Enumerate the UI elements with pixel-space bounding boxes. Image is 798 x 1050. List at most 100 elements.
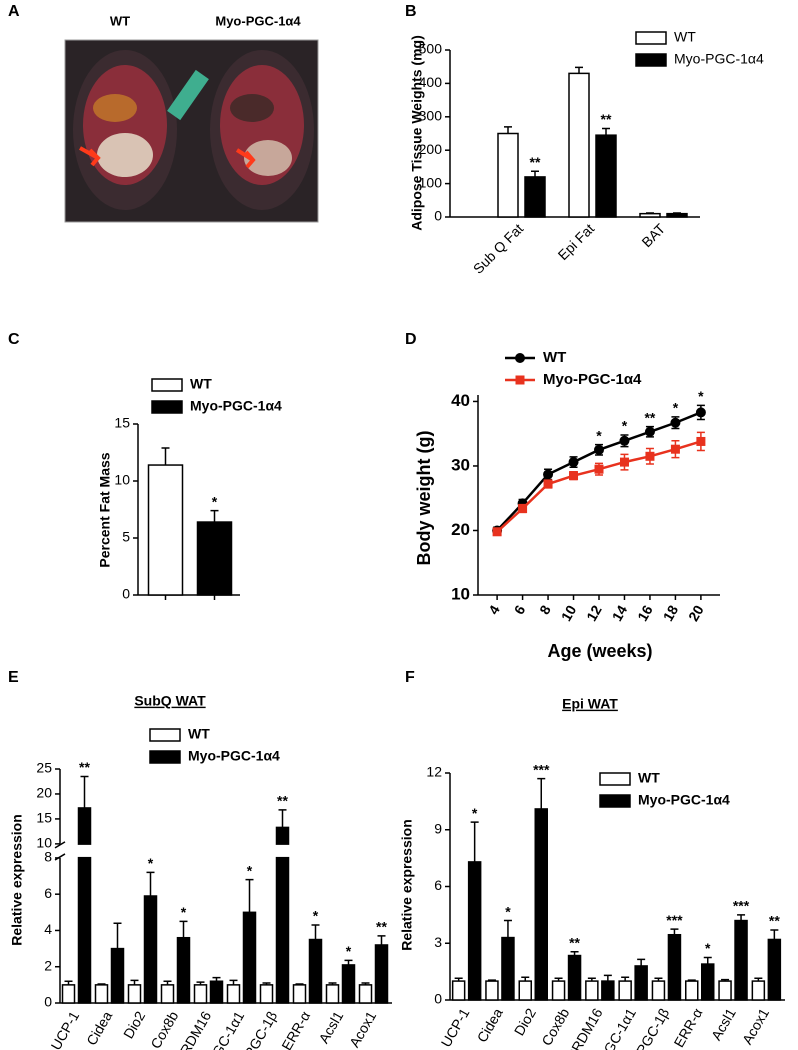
significance: * [673, 400, 679, 416]
axis-break [52, 844, 394, 857]
x-tick-label: 20 [685, 602, 707, 624]
legend-swatch [599, 772, 631, 786]
legend-label: WT [190, 376, 212, 392]
photo-label: Myo-PGC-1α4 [215, 13, 301, 28]
x-tick-label: BAT [638, 220, 668, 250]
x-tick-label: Dio2 [511, 1005, 539, 1038]
point [695, 407, 706, 418]
error-bar [670, 928, 679, 935]
point [543, 479, 553, 489]
arrow [235, 148, 256, 169]
panel-letter: F [405, 669, 415, 686]
bar [567, 954, 582, 1001]
error-bar [179, 920, 188, 938]
bar [501, 936, 515, 1001]
significance: * [596, 427, 602, 443]
significance: *** [733, 898, 750, 914]
legend-marker [515, 353, 525, 363]
bar [209, 980, 224, 1004]
bar [325, 984, 340, 1004]
legend-swatch [149, 750, 181, 764]
y-tick-label: 15 [114, 415, 130, 431]
legend-label: Myo-PGC-1α4 [638, 792, 730, 808]
error-bar [575, 66, 583, 74]
error-bar [602, 127, 610, 136]
significance: * [505, 903, 511, 919]
bar [585, 980, 599, 1001]
error-bar [278, 809, 287, 828]
significance: * [148, 855, 154, 871]
significance: * [212, 493, 218, 509]
legend-swatch [151, 378, 183, 392]
significance: ** [376, 919, 387, 935]
point [670, 417, 681, 428]
point [568, 457, 579, 468]
bar [618, 980, 632, 1001]
y-tick-label: 20 [451, 520, 470, 539]
significance: ** [601, 111, 612, 127]
chart-title: SubQ WAT [134, 693, 206, 709]
error-bar [703, 956, 712, 965]
y-tick-label: 3 [434, 934, 442, 950]
legend-swatch [599, 794, 631, 808]
point [644, 426, 655, 437]
error-bar [161, 447, 170, 466]
bar [193, 984, 208, 1004]
x-tick-label: 4 [485, 602, 503, 617]
bar [77, 807, 92, 1004]
bar [767, 938, 782, 1001]
arrow [79, 146, 101, 167]
legend-marker [515, 375, 525, 385]
organ [93, 94, 137, 122]
chart-title: Epi WAT [562, 696, 618, 712]
bar [485, 980, 499, 1001]
error-bar [229, 979, 238, 985]
bar [341, 964, 356, 1004]
point [696, 436, 706, 446]
legend-label: WT [674, 29, 696, 45]
significance: ** [277, 793, 288, 809]
bar [275, 826, 290, 1004]
y-tick-label: 10 [451, 584, 470, 603]
y-tick-label: 4 [44, 921, 52, 937]
error-bar [311, 924, 320, 940]
point [492, 527, 502, 537]
bar [497, 132, 519, 218]
x-tick-label: Cidea [83, 1008, 115, 1048]
significance: * [698, 388, 704, 404]
panel-letter: E [8, 669, 19, 686]
fat-pad [97, 133, 153, 177]
x-tick-label: PGC-1β [241, 1008, 280, 1050]
organ [230, 94, 274, 122]
bar [147, 464, 184, 596]
panel-letter: D [405, 331, 417, 348]
point [645, 451, 655, 461]
bar [467, 861, 482, 1001]
bar [143, 895, 158, 1004]
bar [601, 980, 615, 1001]
bar [685, 980, 699, 1001]
y-tick-label: 0 [434, 991, 442, 1007]
error-bar [637, 958, 646, 966]
break-mark [54, 841, 66, 861]
point [670, 444, 680, 454]
legend-label: Myo-PGC-1α4 [190, 398, 282, 414]
bar [666, 212, 688, 218]
x-tick-label: PRDM16 [172, 1008, 214, 1050]
y-tick-label: 200 [419, 141, 443, 157]
x-tick-label: 10 [558, 602, 580, 624]
error-bar [503, 919, 512, 938]
y-axis-label: Body weight (g) [414, 431, 434, 566]
y-axis-label: Percent Fat Mass [97, 452, 113, 567]
significance: * [472, 805, 478, 821]
fat-pad [244, 140, 292, 176]
x-tick-label: Epi Fat [555, 220, 598, 263]
bar [226, 984, 241, 1004]
error-bar [603, 974, 612, 982]
x-tick-label: UCP-1 [438, 1005, 473, 1050]
x-tick-label: ERR-α [671, 1005, 706, 1050]
significance: * [622, 418, 628, 434]
bar [734, 919, 748, 1001]
bar [374, 944, 389, 1004]
error-bar [146, 871, 155, 897]
